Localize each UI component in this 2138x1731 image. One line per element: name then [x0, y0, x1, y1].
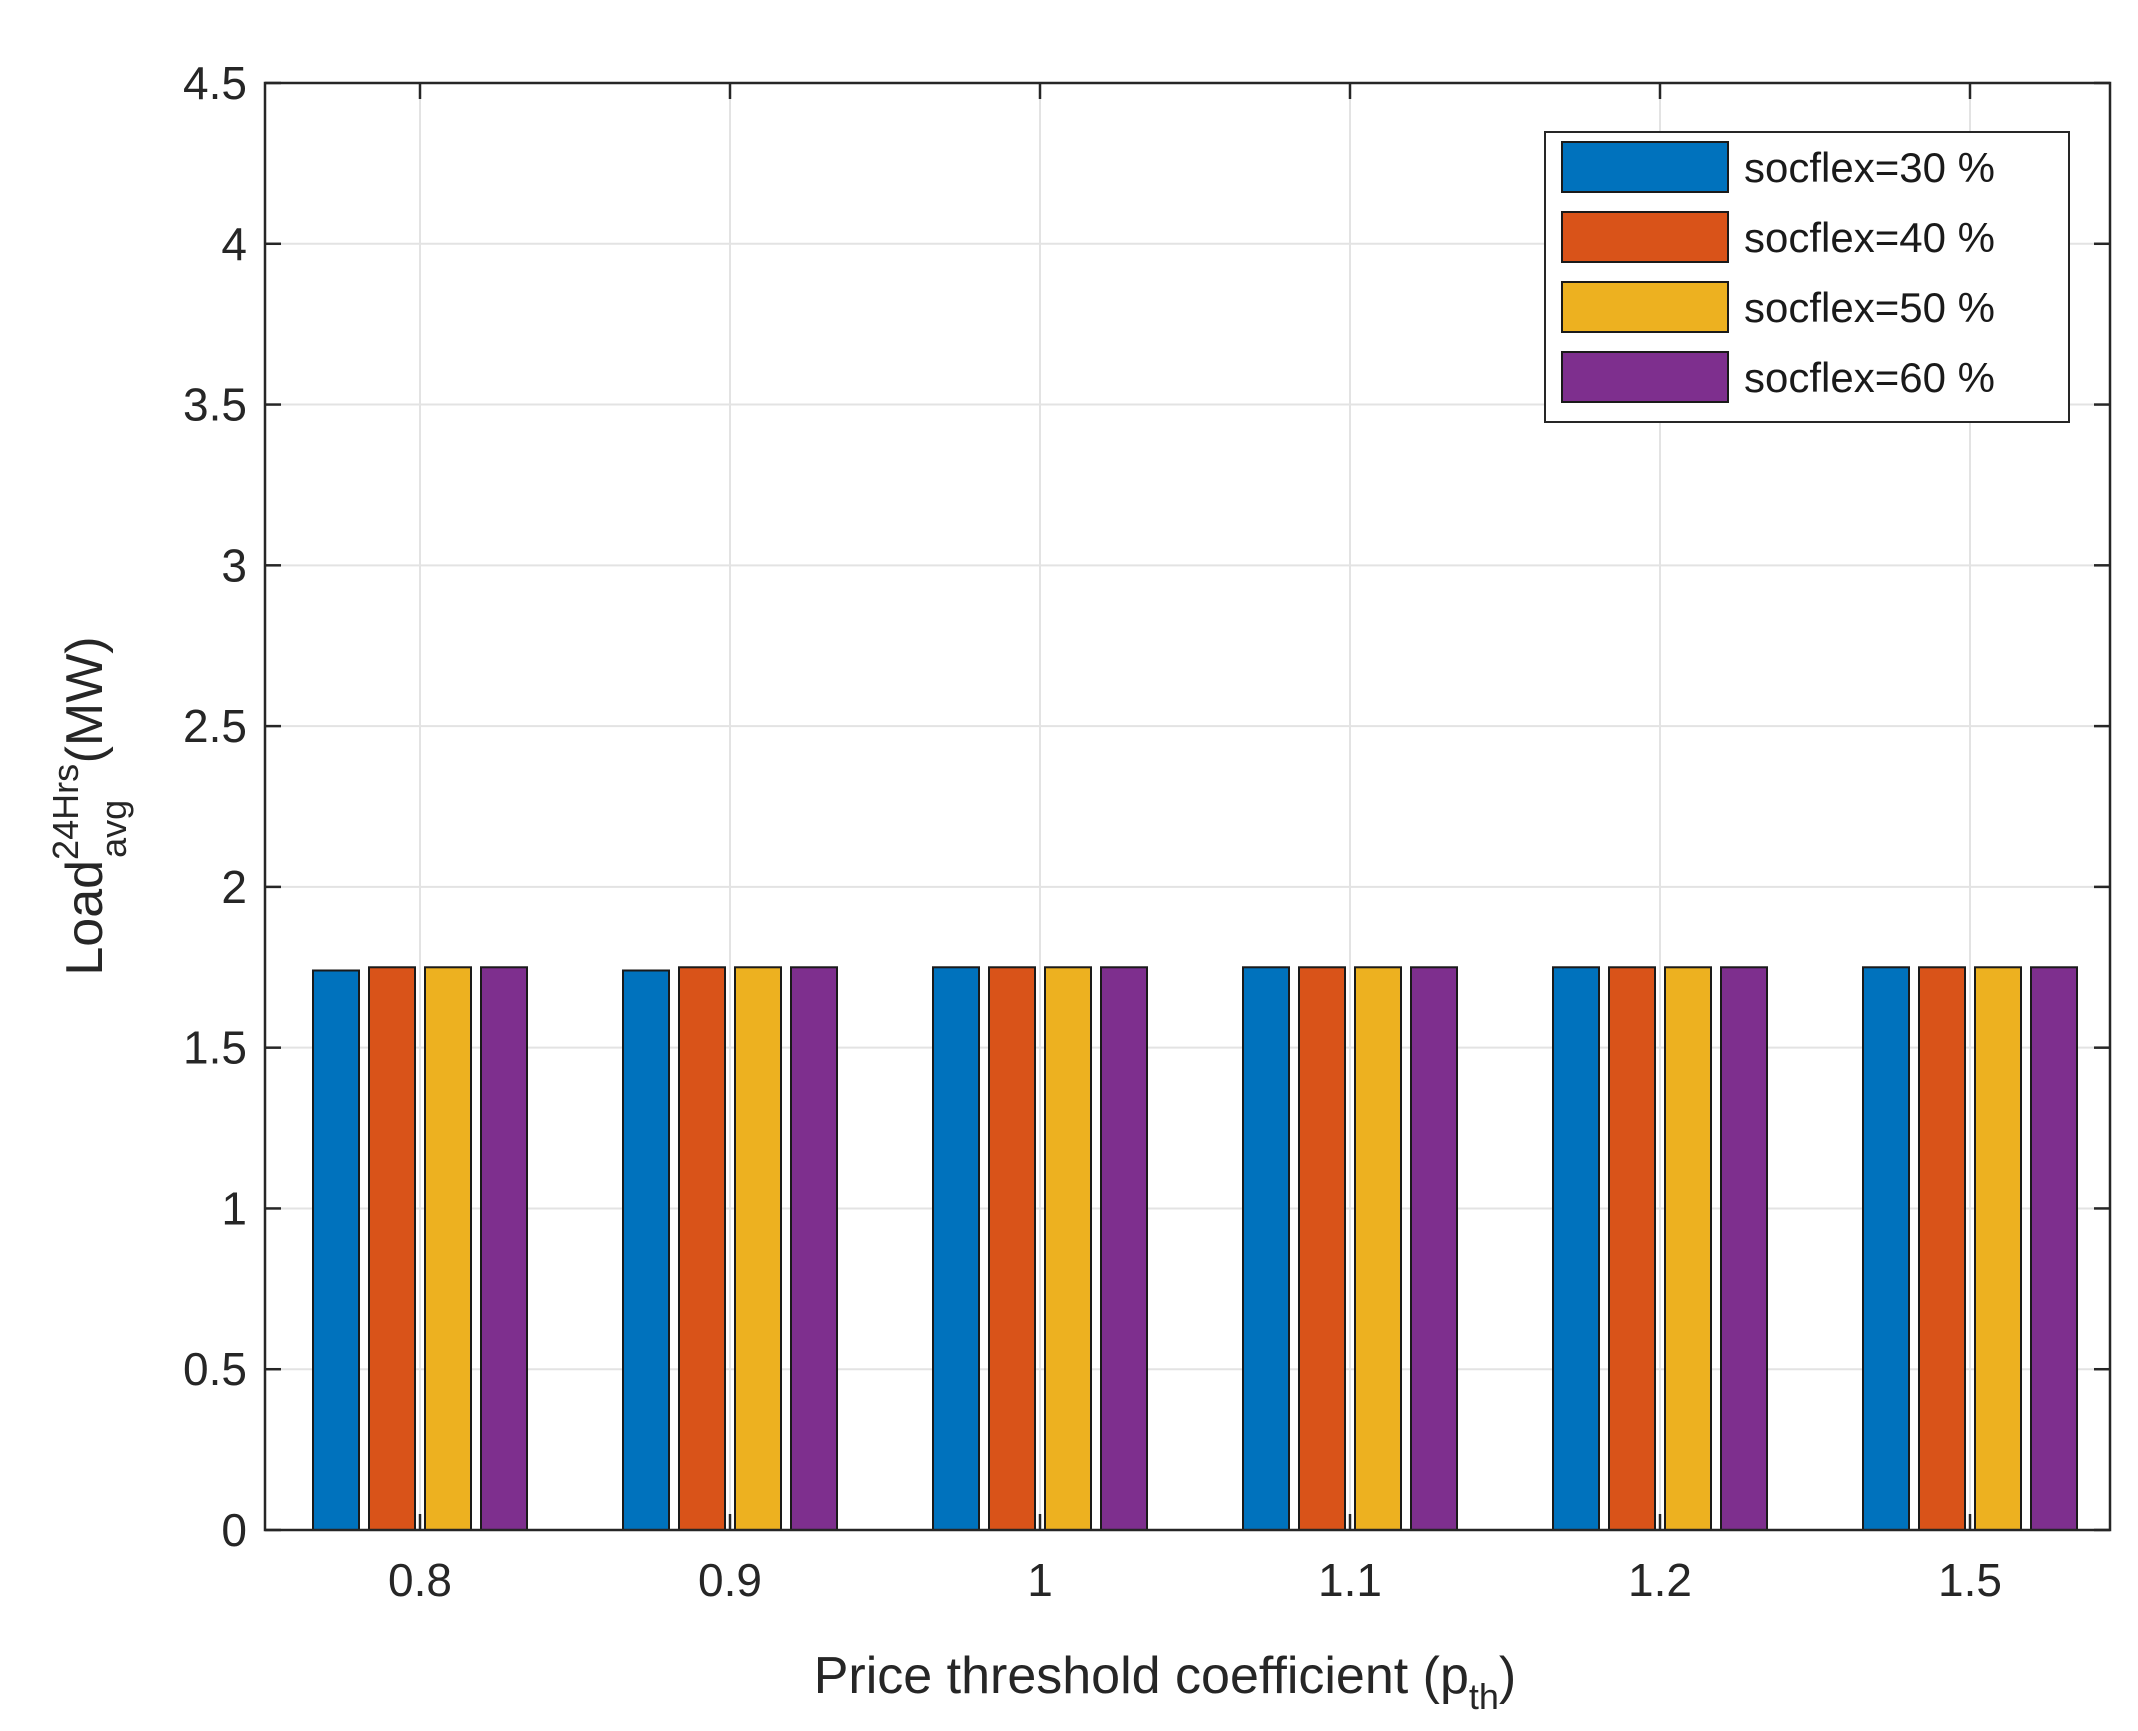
legend-label-1: socflex=30 % — [1744, 144, 1995, 191]
bar-2-0.8 — [368, 966, 416, 1531]
bar-3-1.1 — [1354, 966, 1402, 1531]
legend-label-4: socflex=60 % — [1744, 354, 1995, 401]
bar-4-1 — [1100, 966, 1148, 1531]
x-tick-labels: 0.8 0.9 1 1.1 1.2 1.5 — [388, 1554, 2002, 1606]
x-axis-title-sub: th — [1469, 1676, 1499, 1717]
y-tick-label: 0 — [221, 1504, 247, 1556]
bar-2-1.5 — [1918, 966, 1966, 1531]
y-axis-title-main: Load — [56, 860, 114, 976]
bar-1-0.8 — [312, 969, 360, 1531]
y-tick-label: 3 — [221, 539, 247, 591]
bar-2-1.2 — [1608, 966, 1656, 1531]
y-axis-title-sub: avg — [93, 800, 134, 858]
bar-4-1.1 — [1410, 966, 1458, 1531]
legend-swatch-2 — [1561, 211, 1729, 263]
y-axis-title-sup: 24Hrs — [45, 764, 86, 860]
bar-4-1.2 — [1720, 966, 1768, 1531]
y-tick-label: 3.5 — [183, 379, 247, 431]
y-tick-label: 2 — [221, 861, 247, 913]
y-tick-label: 1 — [221, 1182, 247, 1234]
x-tick-label: 0.9 — [698, 1554, 762, 1606]
x-axis-title-main: Price threshold coefficient (p — [814, 1647, 1469, 1705]
bar-1-1.2 — [1552, 966, 1600, 1531]
x-tick-label: 1.2 — [1628, 1554, 1692, 1606]
y-axis-title: Load24Hrs avg (MW) — [45, 636, 134, 975]
legend: socflex=30 % socflex=40 % socflex=50 % socf… — [1544, 131, 2070, 423]
y-axis-title-rest: (MW) — [56, 636, 114, 777]
bar-1-1.5 — [1862, 966, 1910, 1531]
bar-3-0.8 — [424, 966, 472, 1531]
bar-4-0.8 — [480, 966, 528, 1531]
legend-swatch-1 — [1561, 141, 1729, 193]
x-tick-label: 1 — [1027, 1554, 1053, 1606]
x-tick-label: 1.1 — [1318, 1554, 1382, 1606]
tick-marks — [265, 81, 2110, 1532]
bar-3-1 — [1044, 966, 1092, 1531]
bar-1-0.9 — [622, 969, 670, 1531]
x-axis-title-close: ) — [1499, 1647, 1516, 1705]
bar-3-1.5 — [1974, 966, 2022, 1531]
y-tick-label: 4 — [221, 218, 247, 270]
bar-4-0.9 — [790, 966, 838, 1531]
x-tick-label: 0.8 — [388, 1554, 452, 1606]
bar-4-1.5 — [2030, 966, 2078, 1531]
y-tick-label: 1.5 — [183, 1022, 247, 1074]
x-tick-label: 1.5 — [1938, 1554, 2002, 1606]
y-tick-label: 2.5 — [183, 700, 247, 752]
bars — [312, 966, 2078, 1531]
legend-swatch-4 — [1561, 351, 1729, 403]
bar-1-1.1 — [1242, 966, 1290, 1531]
bar-3-1.2 — [1664, 966, 1712, 1531]
bar-2-0.9 — [678, 966, 726, 1531]
legend-label-2: socflex=40 % — [1744, 214, 1995, 261]
bar-3-0.9 — [734, 966, 782, 1531]
x-axis-title: Price threshold coefficient (pth) — [814, 1647, 1517, 1717]
legend-swatch-3 — [1561, 281, 1729, 333]
y-tick-labels: 0 0.5 1 1.5 2 2.5 3 3.5 4 4.5 — [183, 57, 247, 1556]
y-tick-label: 0.5 — [183, 1343, 247, 1395]
y-tick-label: 4.5 — [183, 57, 247, 109]
bar-1-1 — [932, 966, 980, 1531]
plot-frame — [263, 81, 2112, 1532]
bar-2-1 — [988, 966, 1036, 1531]
bar-2-1.1 — [1298, 966, 1346, 1531]
legend-label-3: socflex=50 % — [1744, 284, 1995, 331]
